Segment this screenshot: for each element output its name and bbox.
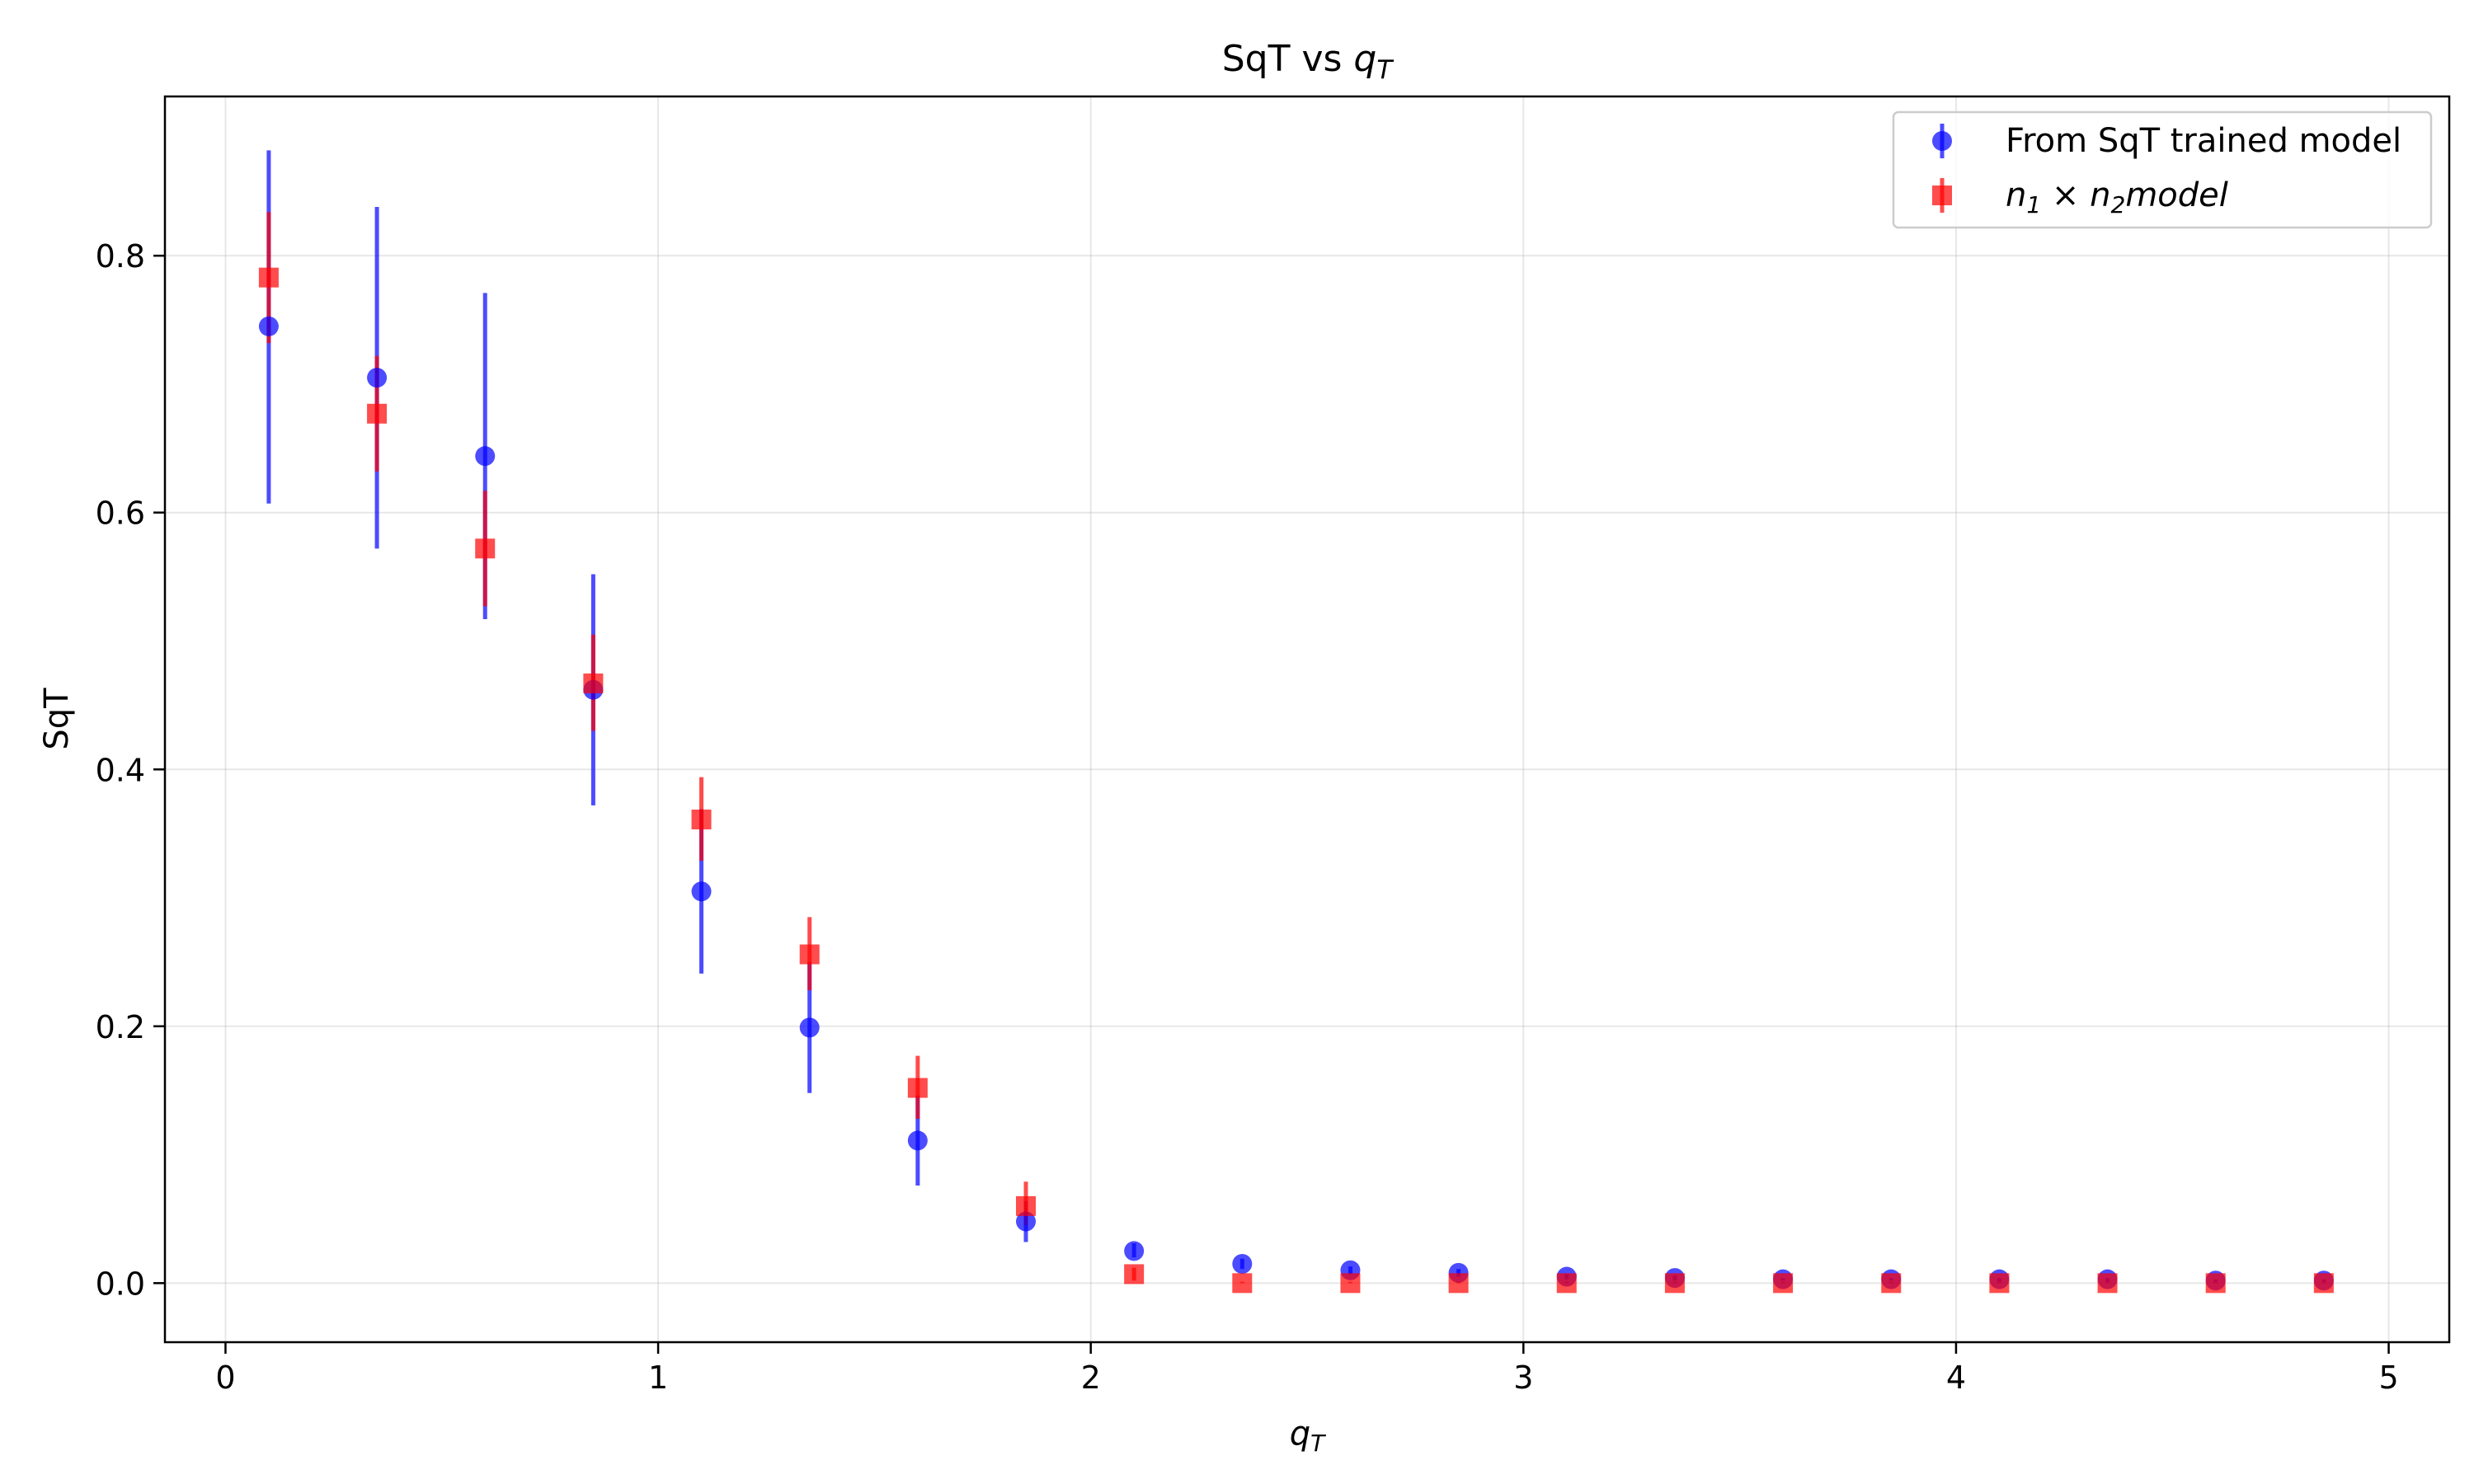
- x-tick-label: 0: [215, 1360, 235, 1396]
- legend-marker-series-1: [1932, 131, 1952, 151]
- series-1-point: [907, 1130, 928, 1151]
- x-tick-label: 2: [1081, 1360, 1101, 1396]
- series-2-point: [367, 403, 388, 424]
- series-1-point: [367, 368, 388, 388]
- chart-title-prefix: SqT vs: [1222, 38, 1354, 80]
- y-axis-ticks: 0.0 0.2 0.4 0.6 0.8: [96, 238, 165, 1302]
- legend-label-series-1: From SqT trained model: [2006, 122, 2401, 160]
- series-1-point: [799, 1017, 820, 1038]
- series-2-point: [583, 673, 604, 693]
- legend-label-series-2-times: ×: [2041, 176, 2090, 214]
- x-axis-label-sub: T: [1310, 1430, 1326, 1457]
- series-1-point: [475, 446, 496, 467]
- series-2-point: [691, 810, 712, 830]
- x-axis-ticks: 0 1 2 3 4 5: [215, 1342, 2399, 1396]
- chart-title-sub: T: [1376, 55, 1394, 85]
- chart-title: SqT vs qT: [1222, 38, 1395, 85]
- y-axis-label: SqT: [38, 688, 76, 750]
- legend-label-series-2-suffix: model: [2125, 176, 2228, 214]
- legend-box: [1892, 110, 2433, 229]
- series-1-point: [258, 316, 279, 336]
- x-tick-label: 1: [648, 1360, 668, 1396]
- x-tick-label: 5: [2378, 1360, 2398, 1396]
- legend-label-series-2: n1 × n2model: [2006, 176, 2228, 218]
- x-axis-label: qT: [1290, 1415, 1326, 1457]
- legend-label-series-2-var2: n: [2090, 176, 2110, 214]
- grid: [165, 96, 2449, 1342]
- series-2-point: [1881, 1273, 1902, 1294]
- markers: [258, 267, 2334, 1294]
- series-2-point: [1015, 1195, 1036, 1216]
- series-2-point: [907, 1078, 928, 1098]
- legend-label-series-2-sub2: 2: [2111, 191, 2126, 218]
- series-2-point: [258, 267, 279, 288]
- series-1-point: [1015, 1211, 1036, 1232]
- x-tick-label: 3: [1513, 1360, 1533, 1396]
- series-2-point: [1448, 1273, 1469, 1294]
- y-tick-label: 0.2: [96, 1009, 145, 1045]
- legend-marker-series-2: [1932, 186, 1952, 205]
- series-2-point: [1124, 1264, 1145, 1284]
- x-tick-label: 4: [1946, 1360, 1966, 1396]
- series-2-point: [799, 944, 820, 965]
- series-1-point: [691, 881, 712, 902]
- series-2-point: [1340, 1273, 1361, 1294]
- series-2-point: [2097, 1273, 2118, 1294]
- series-2-point: [1989, 1273, 2010, 1294]
- y-tick-label: 0.6: [96, 495, 145, 532]
- series-1-point: [1232, 1253, 1253, 1274]
- series-2-point: [475, 538, 496, 559]
- series-2-point: [2205, 1273, 2226, 1294]
- legend: From SqT trained model n1 × n2model: [1892, 110, 2433, 229]
- legend-label-series-2-var1: n: [2006, 176, 2026, 214]
- y-tick-label: 0.0: [96, 1266, 145, 1302]
- series-2-point: [2313, 1273, 2334, 1294]
- series-1-point: [1124, 1241, 1145, 1261]
- plot-frame: [163, 95, 2451, 1344]
- chart-title-var: q: [1353, 38, 1376, 80]
- legend-label-series-2-sub1: 1: [2026, 191, 2041, 218]
- y-tick-label: 0.8: [96, 238, 145, 275]
- x-axis-label-var: q: [1290, 1415, 1310, 1453]
- series-2-point: [1556, 1273, 1577, 1294]
- series-2-point: [1664, 1273, 1685, 1294]
- series-2-point: [1232, 1273, 1253, 1294]
- series-2-point: [1773, 1273, 1794, 1294]
- y-tick-label: 0.4: [96, 752, 145, 788]
